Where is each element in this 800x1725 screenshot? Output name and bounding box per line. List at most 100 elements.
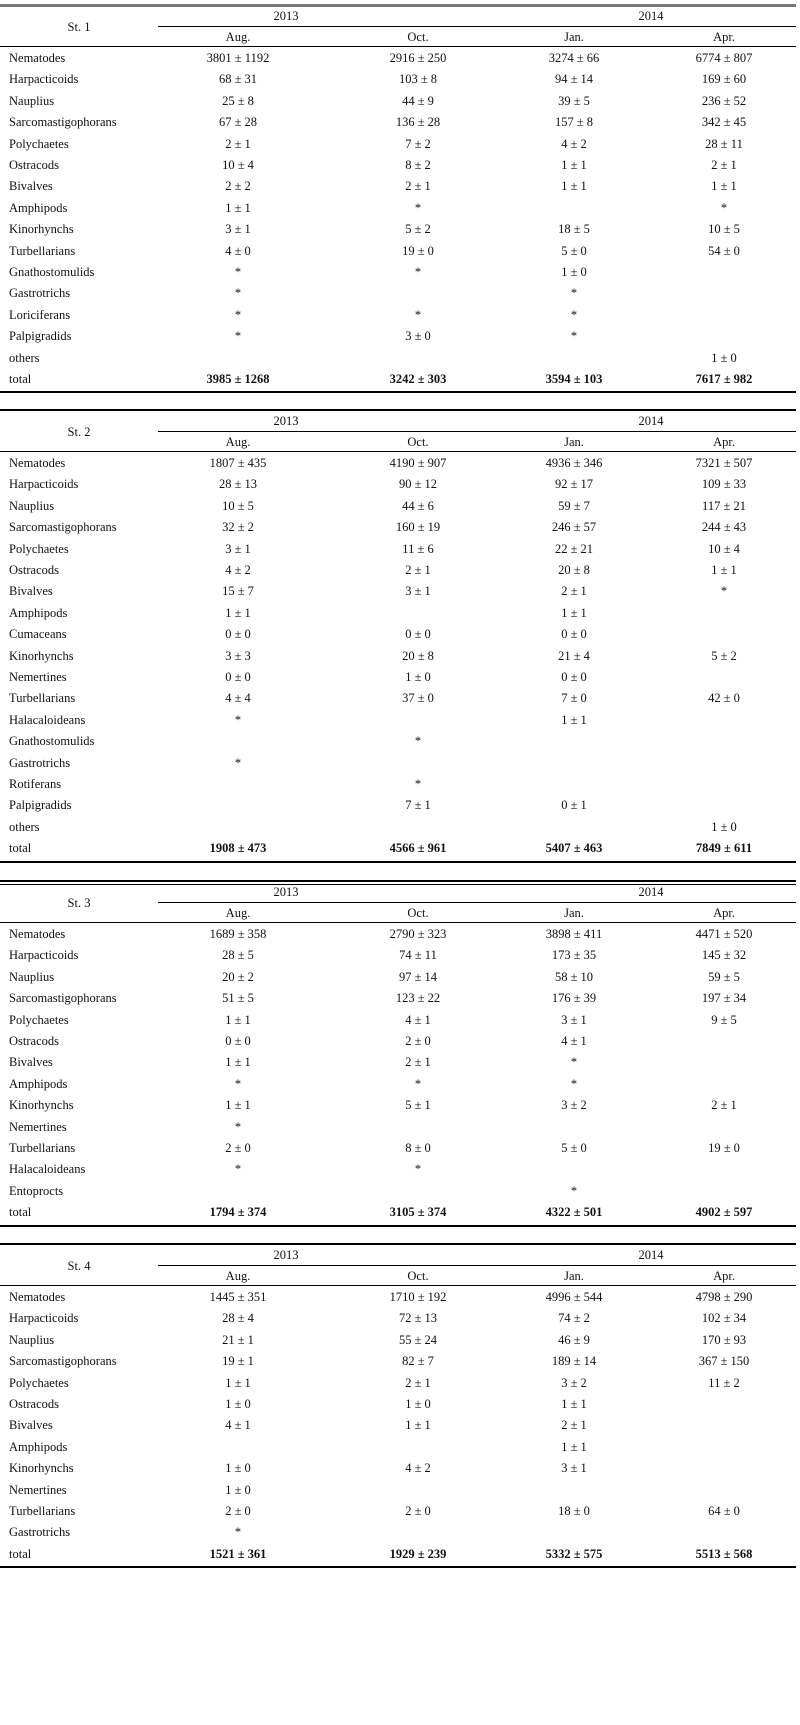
value-cell: 170 ± 93 <box>701 1332 747 1347</box>
month-header: Aug. <box>225 30 251 44</box>
month-header: Oct. <box>407 906 429 920</box>
value-cell: 28 ± 4 <box>222 1311 254 1326</box>
taxon-label: Gnathostomulids <box>9 734 95 749</box>
table-row: Gnathostomulids * * 1 ± 0 <box>0 262 796 283</box>
value-cell: 103 ± 8 <box>398 72 438 87</box>
month-header: Aug. <box>225 906 251 920</box>
value-cell: 42 ± 0 <box>708 691 740 706</box>
value-cell: * <box>570 1055 578 1070</box>
value-cell: 197 ± 34 <box>701 991 747 1006</box>
taxon-label: Harpacticoids <box>9 1311 79 1326</box>
taxon-label: Nemertines <box>9 1482 67 1497</box>
table-row: Sarcomastigophorans 51 ± 5 123 ± 22 176 ± 3… <box>0 988 796 1009</box>
value-cell: 0 ± 1 <box>561 798 587 813</box>
taxon-label: Palpigradids <box>9 329 72 344</box>
table-row: Nauplius 10 ± 5 44 ± 6 59 ± 7 117 ± 21 <box>0 496 796 517</box>
taxon-label: Ostracods <box>9 563 59 577</box>
month-header: Apr. <box>713 435 735 449</box>
month-header: Apr. <box>713 30 735 44</box>
value-cell: 2 ± 1 <box>405 179 431 194</box>
value-cell: 5 ± 1 <box>405 1098 431 1113</box>
value-cell: * <box>720 200 728 215</box>
taxon-label: Nemertines <box>9 670 67 684</box>
value-cell: 28 ± 5 <box>222 948 254 963</box>
taxon-label: total <box>9 1546 32 1561</box>
station-label: St. 2 <box>67 425 91 439</box>
table-bottom-rule <box>0 860 796 863</box>
table-row: Nemertines 0 ± 0 1 ± 0 0 ± 0 <box>0 667 796 688</box>
value-cell: 1 ± 1 <box>561 712 587 727</box>
value-cell: 7 ± 1 <box>405 798 431 813</box>
value-cell: 3 ± 0 <box>405 329 431 344</box>
value-cell: 11 ± 2 <box>708 1375 740 1390</box>
value-cell: 3 ± 3 <box>225 648 251 663</box>
table-row: Polychaetes 3 ± 1 11 ± 6 22 ± 21 10 ± 4 <box>0 539 796 560</box>
value-cell: 1 ± 1 <box>561 1439 587 1454</box>
value-cell: 3594 ± 103 <box>545 372 603 386</box>
value-cell: * <box>234 712 242 727</box>
value-cell: 72 ± 13 <box>398 1311 438 1326</box>
value-cell: 1 ± 1 <box>561 158 587 172</box>
table-row: Nauplius 20 ± 2 97 ± 14 58 ± 10 59 ± 5 <box>0 967 796 988</box>
taxon-label: Polychaetes <box>9 541 69 556</box>
value-cell: 3898 ± 411 <box>545 927 603 941</box>
station-label: St. 3 <box>67 896 91 910</box>
table-row: Gastrotrichs * <box>0 1522 796 1543</box>
table-row: Amphipods * * * <box>0 1074 796 1095</box>
value-cell: 67 ± 28 <box>218 115 258 130</box>
value-cell: 1 ± 1 <box>225 605 251 620</box>
value-cell: * <box>234 1525 242 1540</box>
year-underline <box>158 902 796 903</box>
taxon-label: others <box>9 819 40 834</box>
table-top-rule <box>0 4 796 7</box>
year-header-2013: 2013 <box>273 1248 299 1262</box>
value-cell: 3242 ± 303 <box>389 372 447 386</box>
value-cell: 3 ± 1 <box>225 541 251 556</box>
value-cell: * <box>414 265 422 279</box>
value-cell: 1 ± 0 <box>711 819 737 834</box>
value-cell: 22 ± 21 <box>554 541 594 556</box>
station-label: St. 1 <box>67 20 91 34</box>
taxon-label: Turbellarians <box>9 1141 76 1155</box>
header-rule <box>0 1285 796 1286</box>
value-cell: 342 ± 45 <box>701 115 747 130</box>
table-row: Sarcomastigophorans 19 ± 1 82 ± 7 189 ± 14 3… <box>0 1351 796 1372</box>
table-row: Bivalves 1 ± 1 2 ± 1 * <box>0 1052 796 1073</box>
value-cell: 4566 ± 961 <box>389 841 447 856</box>
table-row: Amphipods 1 ± 1 <box>0 1437 796 1458</box>
total-row: total 1908 ± 473 4566 ± 961 5407 ± 463 7849 … <box>0 838 796 859</box>
month-header: Aug. <box>225 1269 251 1283</box>
month-header: Jan. <box>564 906 584 920</box>
value-cell: 4 ± 4 <box>225 691 251 706</box>
value-cell: 32 ± 2 <box>222 520 254 535</box>
value-cell: * <box>234 1162 242 1177</box>
value-cell: 1 ± 0 <box>225 1482 251 1497</box>
taxon-label: Sarcomastigophorans <box>9 115 117 130</box>
value-cell: * <box>570 307 578 322</box>
table-row: Kinorhynchs 1 ± 0 4 ± 2 3 ± 1 <box>0 1458 796 1479</box>
value-cell: 2 ± 1 <box>711 1098 737 1113</box>
table-row: Bivalves 15 ± 7 3 ± 1 2 ± 1 * <box>0 581 796 602</box>
value-cell: 6774 ± 807 <box>695 51 753 65</box>
taxon-label: Nematodes <box>9 51 66 65</box>
table-row: Polychaetes 1 ± 1 2 ± 1 3 ± 2 11 ± 2 <box>0 1373 796 1394</box>
value-cell: 7617 ± 982 <box>695 372 753 386</box>
taxon-label: Nematodes <box>9 1290 66 1304</box>
taxon-label: Kinorhynchs <box>9 222 74 237</box>
value-cell: 7321 ± 507 <box>695 456 753 470</box>
value-cell: 68 ± 31 <box>218 72 258 87</box>
table-row: Nauplius 21 ± 1 55 ± 24 46 ± 9 170 ± 93 <box>0 1330 796 1351</box>
table-row: Amphipods 1 ± 1 1 ± 1 <box>0 603 796 624</box>
value-cell: 8 ± 2 <box>405 158 431 172</box>
table-row: Kinorhynchs 3 ± 3 20 ± 8 21 ± 4 5 ± 2 <box>0 646 796 667</box>
year-header-2014: 2014 <box>638 885 664 899</box>
taxon-label: Amphipods <box>9 1076 68 1091</box>
value-cell: 3 ± 1 <box>225 222 251 237</box>
taxon-label: others <box>9 350 40 365</box>
value-cell: 4996 ± 544 <box>545 1290 603 1304</box>
month-header: Apr. <box>713 1269 735 1283</box>
value-cell: 94 ± 14 <box>554 72 594 87</box>
value-cell: 2790 ± 323 <box>389 927 447 941</box>
value-cell: 3801 ± 1192 <box>206 51 270 65</box>
table-top-rule <box>0 409 796 411</box>
